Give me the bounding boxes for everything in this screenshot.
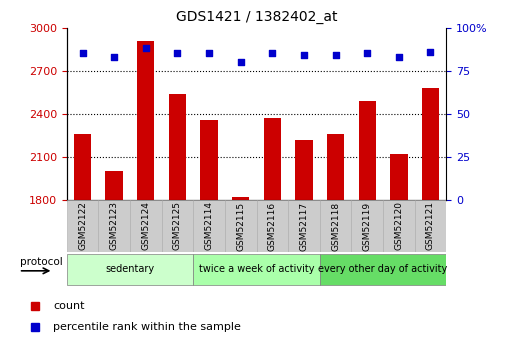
Point	[426, 49, 435, 55]
Bar	[74, 134, 91, 200]
Text: GSM52115: GSM52115	[236, 201, 245, 250]
FancyBboxPatch shape	[288, 200, 320, 252]
Bar	[106, 171, 123, 200]
Text: GSM52114: GSM52114	[205, 201, 213, 250]
Bar	[232, 197, 249, 200]
FancyBboxPatch shape	[98, 200, 130, 252]
FancyBboxPatch shape	[67, 254, 193, 285]
FancyBboxPatch shape	[130, 200, 162, 252]
FancyBboxPatch shape	[415, 200, 446, 252]
Point	[300, 52, 308, 58]
Text: GSM52116: GSM52116	[268, 201, 277, 250]
Point	[363, 51, 371, 56]
Bar	[327, 134, 344, 200]
Bar	[390, 154, 407, 200]
Text: sedentary: sedentary	[105, 264, 154, 274]
Bar	[169, 94, 186, 200]
Point	[331, 52, 340, 58]
FancyBboxPatch shape	[320, 254, 446, 285]
Bar	[359, 101, 376, 200]
FancyBboxPatch shape	[256, 200, 288, 252]
Text: GSM52117: GSM52117	[300, 201, 308, 250]
FancyBboxPatch shape	[67, 200, 98, 252]
FancyBboxPatch shape	[193, 254, 320, 285]
Text: GSM52121: GSM52121	[426, 201, 435, 250]
Point	[110, 54, 118, 60]
Text: GSM52124: GSM52124	[141, 201, 150, 250]
Text: GSM52125: GSM52125	[173, 201, 182, 250]
Text: GSM52123: GSM52123	[110, 201, 119, 250]
Point	[268, 51, 277, 56]
FancyBboxPatch shape	[351, 200, 383, 252]
Title: GDS1421 / 1382402_at: GDS1421 / 1382402_at	[176, 10, 337, 24]
FancyBboxPatch shape	[162, 200, 193, 252]
Text: every other day of activity: every other day of activity	[319, 264, 448, 274]
Point	[394, 54, 403, 60]
FancyBboxPatch shape	[193, 200, 225, 252]
Bar	[264, 118, 281, 200]
Point	[142, 46, 150, 51]
Point	[78, 51, 87, 56]
FancyBboxPatch shape	[320, 200, 351, 252]
Bar	[422, 88, 439, 200]
Text: GSM52118: GSM52118	[331, 201, 340, 250]
Bar	[137, 40, 154, 200]
Text: GSM52119: GSM52119	[363, 201, 372, 250]
Text: protocol: protocol	[20, 257, 63, 267]
Bar	[295, 140, 312, 200]
Text: percentile rank within the sample: percentile rank within the sample	[53, 322, 241, 332]
Bar	[201, 120, 218, 200]
FancyBboxPatch shape	[225, 200, 256, 252]
Point	[173, 51, 182, 56]
Point	[236, 59, 245, 65]
FancyBboxPatch shape	[383, 200, 415, 252]
Point	[205, 51, 213, 56]
Text: GSM52120: GSM52120	[394, 201, 403, 250]
Text: GSM52122: GSM52122	[78, 201, 87, 250]
Text: twice a week of activity: twice a week of activity	[199, 264, 314, 274]
Text: count: count	[53, 301, 85, 311]
